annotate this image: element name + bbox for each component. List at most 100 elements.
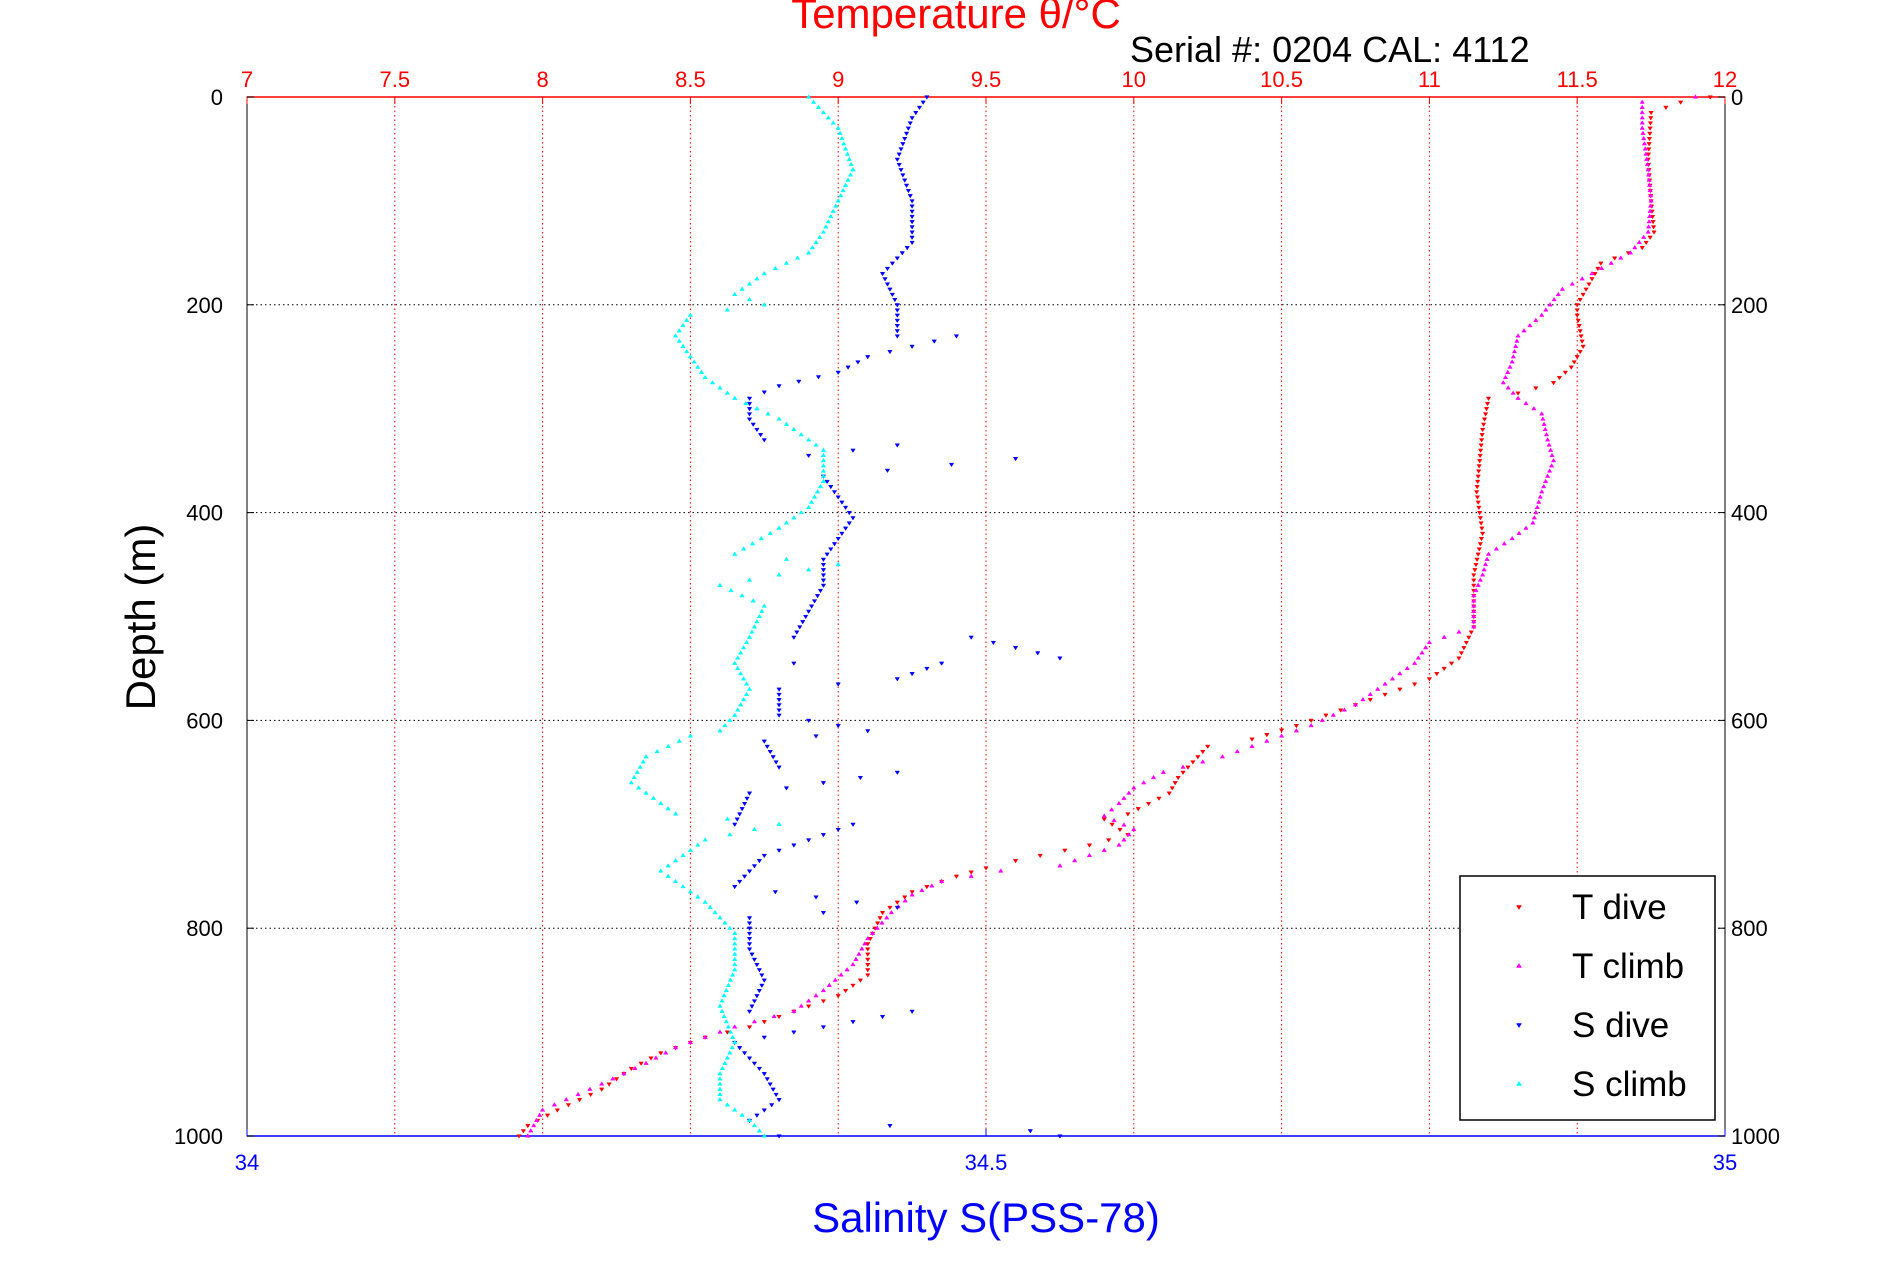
data-point bbox=[1546, 442, 1552, 447]
data-point bbox=[1550, 457, 1557, 463]
data-point bbox=[643, 754, 649, 759]
data-point bbox=[894, 308, 900, 313]
data-point bbox=[817, 234, 823, 239]
legend-label: T dive bbox=[1572, 888, 1667, 927]
data-point bbox=[835, 537, 841, 542]
data-point bbox=[909, 209, 915, 214]
data-point bbox=[1589, 270, 1595, 276]
data-point bbox=[563, 1096, 569, 1102]
data-point bbox=[1234, 748, 1240, 754]
data-point bbox=[776, 384, 782, 389]
data-point bbox=[648, 1056, 654, 1061]
data-point bbox=[1537, 494, 1543, 499]
data-point bbox=[783, 520, 790, 525]
data-point bbox=[909, 892, 915, 897]
data-point bbox=[909, 225, 915, 230]
data-point bbox=[751, 1061, 758, 1066]
data-point bbox=[791, 843, 797, 848]
data-point bbox=[634, 769, 640, 774]
data-point bbox=[1501, 541, 1507, 546]
data-point bbox=[725, 1024, 732, 1029]
data-point bbox=[805, 94, 812, 99]
data-point bbox=[1116, 800, 1122, 806]
data-point bbox=[990, 640, 997, 646]
data-point bbox=[1086, 852, 1093, 858]
data-point bbox=[1547, 302, 1553, 307]
data-point bbox=[732, 946, 738, 951]
grid-lines bbox=[247, 97, 1725, 1136]
data-point bbox=[791, 515, 797, 520]
data-point bbox=[850, 167, 856, 172]
data-point bbox=[1145, 801, 1152, 807]
data-point bbox=[850, 448, 856, 453]
data-point bbox=[919, 887, 925, 893]
data-point bbox=[805, 838, 812, 843]
data-point bbox=[743, 691, 750, 696]
data-point bbox=[887, 1124, 893, 1129]
data-point bbox=[830, 208, 836, 213]
data-point bbox=[865, 947, 871, 952]
data-point bbox=[1485, 551, 1492, 556]
data-point bbox=[1639, 125, 1645, 130]
y-axis-label: Depth (m) bbox=[117, 524, 164, 711]
data-point bbox=[820, 999, 827, 1004]
data-point bbox=[1397, 687, 1403, 692]
data-point bbox=[853, 956, 859, 961]
data-point bbox=[702, 374, 708, 380]
data-point bbox=[1521, 328, 1527, 333]
bottom-tick-label: 34.5 bbox=[965, 1150, 1008, 1175]
data-point bbox=[754, 962, 760, 968]
data-point bbox=[813, 734, 819, 739]
data-point bbox=[717, 1086, 723, 1091]
data-point bbox=[894, 313, 900, 318]
data-point bbox=[1426, 639, 1433, 645]
data-point bbox=[808, 499, 815, 504]
data-point bbox=[1375, 686, 1381, 691]
data-point bbox=[746, 1117, 753, 1122]
data-point bbox=[916, 105, 923, 111]
data-point bbox=[776, 703, 782, 708]
data-point bbox=[702, 837, 708, 842]
data-point bbox=[805, 437, 812, 442]
data-point bbox=[835, 198, 841, 203]
data-point bbox=[1646, 213, 1653, 219]
data-point bbox=[1640, 130, 1646, 135]
y-tick-label-right: 200 bbox=[1731, 293, 1768, 318]
data-point bbox=[1574, 355, 1580, 360]
data-point bbox=[776, 692, 782, 698]
data-point bbox=[717, 1096, 723, 1102]
data-point bbox=[1012, 457, 1019, 462]
data-point bbox=[850, 516, 856, 521]
data-point bbox=[909, 890, 915, 895]
data-point bbox=[1477, 511, 1483, 516]
data-point bbox=[838, 193, 844, 198]
data-point bbox=[840, 187, 846, 193]
data-point bbox=[850, 961, 856, 967]
data-point bbox=[751, 624, 758, 629]
data-point bbox=[776, 713, 782, 718]
data-point bbox=[844, 151, 851, 156]
data-point bbox=[1650, 220, 1656, 225]
data-point bbox=[1474, 495, 1481, 500]
data-point bbox=[884, 468, 891, 474]
data-point bbox=[1012, 859, 1019, 864]
data-point bbox=[587, 1086, 593, 1091]
data-point bbox=[1580, 344, 1586, 350]
data-point bbox=[1647, 235, 1653, 240]
data-point bbox=[1536, 499, 1542, 504]
data-point bbox=[1531, 406, 1537, 411]
data-point bbox=[1411, 682, 1418, 687]
data-point bbox=[712, 909, 718, 915]
data-point bbox=[820, 229, 827, 234]
data-point bbox=[1574, 308, 1580, 313]
data-point bbox=[536, 1112, 543, 1117]
data-point bbox=[1475, 500, 1481, 505]
data-point bbox=[820, 562, 827, 568]
data-point bbox=[719, 1065, 726, 1071]
data-point bbox=[791, 1008, 797, 1013]
data-point bbox=[732, 941, 738, 946]
data-point bbox=[610, 1076, 616, 1081]
data-point bbox=[820, 447, 827, 452]
data-point bbox=[902, 895, 908, 900]
